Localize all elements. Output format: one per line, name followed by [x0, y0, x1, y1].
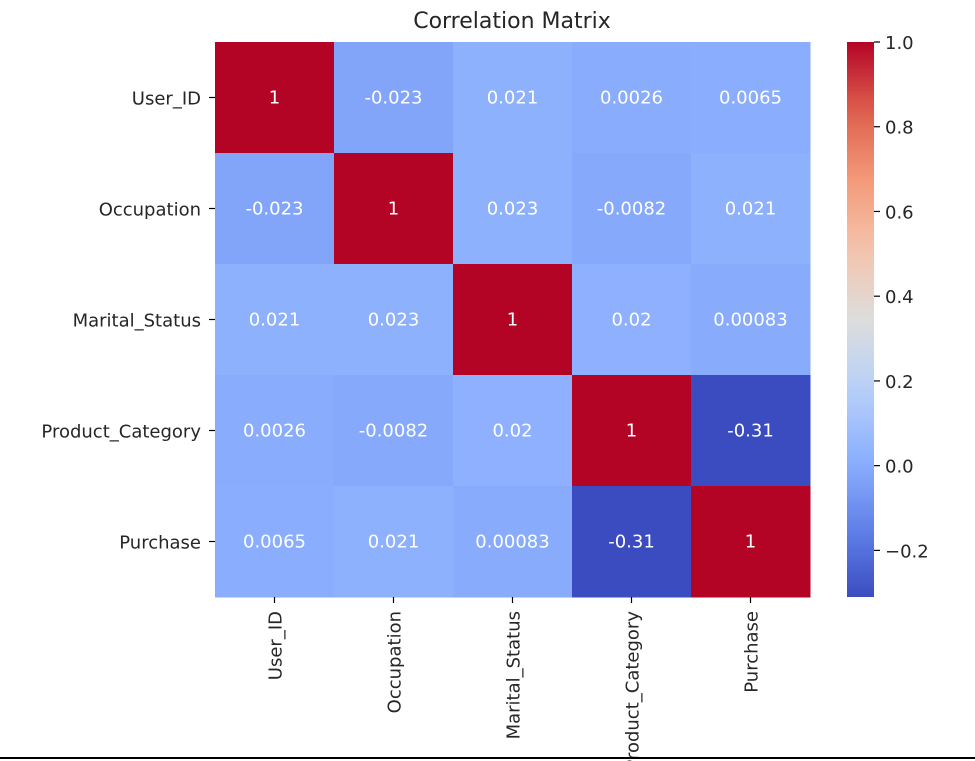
- heatmap-cell: [572, 375, 692, 487]
- cell-value-label: 0.023: [487, 199, 539, 220]
- heatmap-cell: [453, 375, 573, 487]
- heatmap-cell: [691, 153, 811, 265]
- x-tick-label: Purchase: [742, 611, 763, 693]
- cell-value-label: -0.0082: [359, 421, 428, 442]
- x-tick-label: Product_Category: [623, 611, 644, 761]
- heatmap-cell: [453, 153, 573, 265]
- cell-value-label: 0.021: [487, 88, 539, 109]
- heatmap-cell: [215, 42, 335, 154]
- cell-value-label: 0.0065: [243, 532, 306, 553]
- heatmap-cell: [334, 375, 454, 487]
- cell-value-label: -0.31: [727, 421, 774, 442]
- heatmap-cell: [215, 375, 335, 487]
- heatmap-cell: [334, 153, 454, 265]
- x-axis-tick-labels: User_ID Occupation Marital_Status Product_C…: [266, 597, 763, 761]
- cell-value-label: -0.023: [245, 199, 303, 220]
- heatmap-cell: [572, 42, 692, 154]
- heatmap-cell: [215, 486, 335, 598]
- cell-value-label: 0.0026: [243, 421, 306, 442]
- cell-value-label: 0.02: [611, 310, 651, 331]
- heatmap-cell: [215, 264, 335, 376]
- x-tick-label: Marital_Status: [504, 611, 525, 739]
- x-tick-label: User_ID: [266, 611, 287, 680]
- colorbar-tick-label: 1.0: [885, 33, 914, 54]
- cell-value-label: 1: [626, 421, 637, 442]
- x-tick-label: Occupation: [385, 611, 406, 713]
- y-tick-label: Occupation: [99, 200, 201, 221]
- heatmap-cell: [691, 375, 811, 487]
- cell-value-label: 0.00083: [713, 310, 787, 331]
- cell-value-label: 0.0026: [600, 88, 663, 109]
- y-axis-tick-labels: User_ID Occupation Marital_Status Product_C…: [41, 89, 215, 554]
- colorbar-gradient: [847, 42, 874, 597]
- colorbar-tick-label: −0.2: [885, 541, 929, 562]
- y-tick-label: User_ID: [132, 89, 201, 110]
- heatmap-cell: [572, 153, 692, 265]
- cell-value-label: -0.0082: [597, 199, 666, 220]
- bottom-divider: [0, 757, 975, 759]
- heatmap-cell: [453, 264, 573, 376]
- colorbar-tick-label: 0.4: [885, 287, 914, 308]
- cell-value-label: 0.02: [492, 421, 532, 442]
- heatmap-cell: [334, 42, 454, 154]
- cell-value-label: 1: [388, 199, 399, 220]
- heatmap-annotations: 1 -0.023 0.021 0.0026 0.0065-0.023 1 0.023 -0.0…: [243, 88, 788, 553]
- cell-value-label: 0.0065: [719, 88, 782, 109]
- cell-value-label: 1: [507, 310, 518, 331]
- cell-value-label: 1: [745, 532, 756, 553]
- cell-value-label: 1: [269, 88, 280, 109]
- heatmap-cell: [334, 486, 454, 598]
- heatmap-cells: [215, 42, 811, 598]
- heatmap-cell: [453, 42, 573, 154]
- cell-value-label: 0.021: [725, 199, 777, 220]
- colorbar-tick-label: 0.2: [885, 372, 914, 393]
- cell-value-label: -0.023: [364, 88, 422, 109]
- heatmap-cell: [691, 486, 811, 598]
- chart-title: Correlation Matrix: [413, 9, 611, 34]
- heatmap-cell: [691, 42, 811, 154]
- colorbar-tick-label: 0.6: [885, 202, 914, 223]
- colorbar: 1.0 0.8 0.6 0.4 0.2 0.0 −0.2: [847, 33, 929, 597]
- colorbar-tick-label: 0.8: [885, 118, 914, 139]
- cell-value-label: 0.00083: [475, 532, 549, 553]
- cell-value-label: 0.021: [368, 532, 420, 553]
- colorbar-tick-label: 0.0: [885, 457, 914, 478]
- y-tick-label: Marital_Status: [73, 311, 201, 332]
- cell-value-label: 0.021: [249, 310, 301, 331]
- y-tick-label: Purchase: [119, 533, 201, 554]
- cell-value-label: 0.023: [368, 310, 420, 331]
- cell-value-label: -0.31: [608, 532, 655, 553]
- heatmap-cell: [572, 264, 692, 376]
- heatmap-cell: [572, 486, 692, 598]
- heatmap-cell: [453, 486, 573, 598]
- heatmap-cell: [691, 264, 811, 376]
- heatmap-cell: [215, 153, 335, 265]
- y-tick-label: Product_Category: [41, 422, 201, 443]
- heatmap-cell: [334, 264, 454, 376]
